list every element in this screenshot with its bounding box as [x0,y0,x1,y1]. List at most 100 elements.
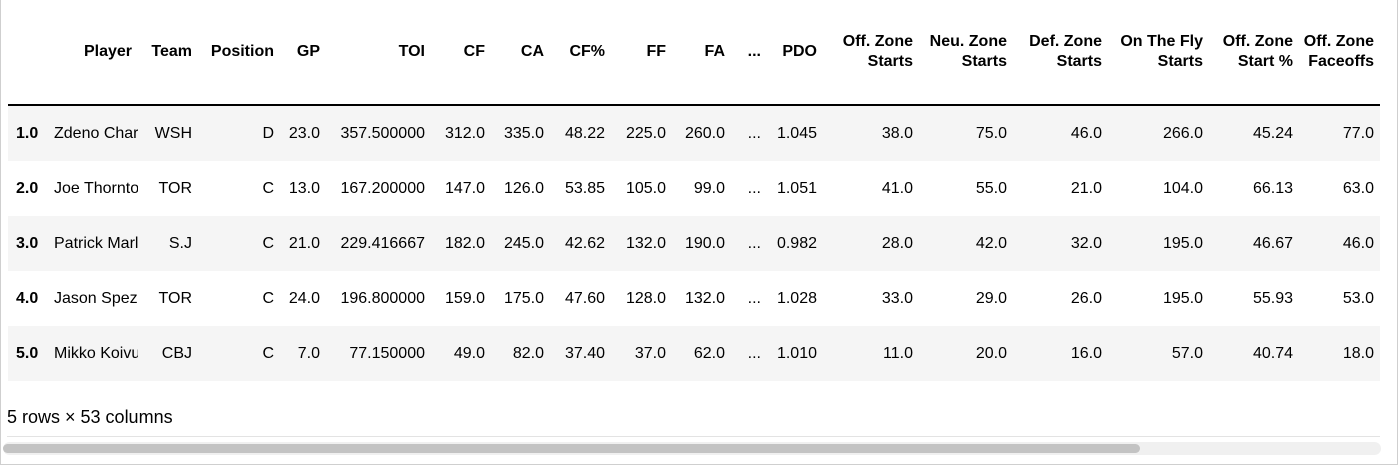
cell-ozf: 63.0 [1342,180,1374,197]
cell-ozs: 28.0 [881,235,913,252]
cell-otf: 104.0 [1162,180,1203,197]
row-index: 3.0 [16,235,39,252]
dataframe-container: Player Team Position GP TOI CF CA CF% FF FA... PDO… [8,0,1380,381]
cell-otf: 195.0 [1162,290,1203,307]
cell-pdo: 0.982 [776,235,817,252]
cell-cfpct: 53.85 [564,180,605,197]
cell-ozf: 18.0 [1342,345,1374,362]
cell-ca: 82.0 [512,345,544,362]
cell-ozspct: 66.13 [1252,180,1293,197]
cell-player: Mikko Koivu [54,345,138,362]
cell-otf: 266.0 [1162,125,1203,142]
table-row: 2.0 Joe Thornton TOR C 13.0 167.200000 147.0 12… [8,161,1380,216]
cell-ellipsis: ... [747,235,761,252]
column-header-idx [8,0,54,106]
cell-pdo: 1.028 [776,290,817,307]
cell-fa: 190.0 [684,235,725,252]
column-header-ozspct: Off. Zone Start % [1209,0,1299,106]
cell-toi: 167.200000 [340,180,425,197]
cell-fa: 62.0 [693,345,725,362]
cell-ozspct: 55.93 [1252,290,1293,307]
dataframe-shape-summary: 5 rows × 53 columns [7,407,173,427]
cell-dzs: 32.0 [1070,235,1102,252]
cell-ozf: 53.0 [1342,290,1374,307]
cell-team: CBJ [161,345,192,362]
column-header-dzs: Def. Zone Starts [1013,0,1108,106]
column-header-ozf: Off. Zone Faceoffs [1299,0,1380,106]
cell-ozs: 41.0 [881,180,913,197]
cell-gp: 24.0 [288,290,320,307]
cell-ca: 175.0 [503,290,544,307]
column-header-ozs: Off. Zone Starts [823,0,919,106]
cell-toi: 77.150000 [349,345,425,362]
cell-ca: 335.0 [503,125,544,142]
cell-ca: 245.0 [503,235,544,252]
cell-fa: 99.0 [693,180,725,197]
cell-ozs: 11.0 [883,345,913,362]
cell-fa: 260.0 [684,125,725,142]
row-index: 5.0 [16,345,39,362]
cell-nzs: 42.0 [975,235,1007,252]
cell-ellipsis: ... [747,180,761,197]
cell-ff: 225.0 [625,125,666,142]
cell-team: TOR [158,180,192,197]
column-header-player: Player [54,0,138,106]
column-header-fa: FA [672,0,731,106]
cell-ozspct: 40.74 [1252,345,1293,362]
column-header-otf: On The Fly Starts [1108,0,1209,106]
cell-player: Zdeno Chara [54,125,138,142]
dataframe-table: Player Team Position GP TOI CF CA CF% FF FA... PDO… [8,0,1380,381]
row-index: 4.0 [16,290,39,307]
cell-dzs: 26.0 [1070,290,1102,307]
cell-team: WSH [154,125,192,142]
cell-gp: 13.0 [288,180,320,197]
horizontal-scrollbar[interactable] [3,442,1381,455]
cell-pdo: 1.010 [776,345,817,362]
cell-position: C [262,235,274,252]
cell-position: C [262,345,274,362]
cell-ellipsis: ... [747,125,761,142]
cell-ff: 37.0 [634,345,666,362]
cell-dzs: 16.0 [1070,345,1102,362]
table-body: 1.0 Zdeno Chara WSH D 23.0 357.500000 312.0 335… [8,105,1380,381]
cell-ca: 126.0 [503,180,544,197]
cell-gp: 21.0 [288,235,320,252]
cell-ozs: 38.0 [881,125,913,142]
cell-toi: 229.416667 [340,235,425,252]
column-header-ca: CA [491,0,550,106]
cell-ff: 105.0 [625,180,666,197]
cell-dzs: 46.0 [1070,125,1102,142]
cell-ellipsis: ... [747,345,761,362]
column-header-gp: GP [280,0,326,106]
cell-toi: 196.800000 [340,290,425,307]
cell-pdo: 1.045 [776,125,817,142]
cell-ozspct: 46.67 [1252,235,1293,252]
cell-player: Jason Spezza [54,290,138,307]
cell-cf: 159.0 [444,290,485,307]
cell-position: C [262,290,274,307]
table-row: 3.0 Patrick Marleau S.J C 21.0 229.416667 182.… [8,216,1380,271]
table-row: 4.0 Jason Spezza TOR C 24.0 196.800000 159.0 17… [8,271,1380,326]
cell-gp: 23.0 [288,125,320,142]
cell-position: D [262,125,274,142]
column-header-ff: FF [611,0,672,106]
cell-player: Joe Thornton [54,180,138,197]
cell-ff: 132.0 [625,235,666,252]
output-divider [7,436,1380,437]
cell-ozs: 33.0 [881,290,913,307]
cell-cf: 49.0 [453,345,485,362]
table-row: 5.0 Mikko Koivu CBJ C 7.0 77.150000 49.0 82.0 37… [8,326,1380,381]
cell-cf: 182.0 [444,235,485,252]
cell-ozf: 46.0 [1342,235,1374,252]
cell-team: TOR [158,290,192,307]
cell-dzs: 21.0 [1070,180,1102,197]
cell-gp: 7.0 [297,345,320,362]
table-header-row: Player Team Position GP TOI CF CA CF% FF FA... PDO… [8,0,1380,106]
scrollbar-thumb[interactable] [3,444,1140,453]
cell-ozf: 77.0 [1342,125,1374,142]
cell-cfpct: 48.22 [564,125,605,142]
column-header-toi: TOI [326,0,431,106]
column-header-nzs: Neu. Zone Starts [919,0,1013,106]
cell-player: Patrick Marleau [54,235,138,252]
